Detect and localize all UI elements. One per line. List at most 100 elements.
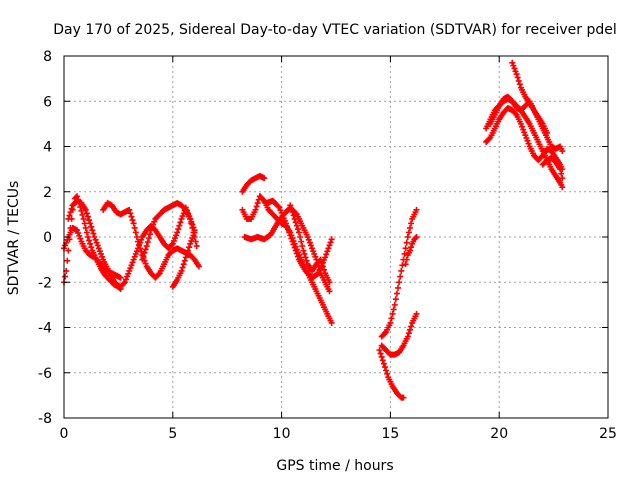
data-point — [75, 230, 82, 237]
data-point — [405, 330, 412, 337]
data-point — [145, 235, 152, 242]
data-point — [88, 223, 95, 230]
data-point — [181, 205, 188, 212]
data-point — [83, 210, 90, 217]
data-point — [406, 247, 413, 254]
data-point — [515, 77, 522, 84]
data-point — [86, 237, 93, 244]
data-point — [74, 227, 81, 234]
data-point — [188, 218, 195, 225]
data-point — [289, 238, 296, 245]
data-point — [81, 220, 88, 227]
data-point — [304, 234, 311, 240]
data-point — [325, 245, 332, 252]
data-point — [84, 234, 91, 240]
data-point — [292, 247, 299, 254]
data-point — [76, 232, 83, 239]
data-point — [93, 239, 100, 246]
data-point — [174, 229, 181, 236]
data-point — [317, 256, 324, 263]
data-point — [293, 222, 300, 229]
ticks: 0 5 10 15 20 25 -8 -6 -4 -2 0 2 4 6 8 — [38, 49, 617, 442]
data-point — [384, 370, 391, 377]
data-point — [523, 135, 530, 142]
data-point — [186, 244, 193, 251]
data-point — [87, 220, 94, 227]
x-tick-label: 25 — [599, 426, 617, 442]
series-arc-19 — [487, 93, 566, 155]
data-point — [129, 259, 136, 266]
data-point — [94, 242, 101, 249]
data-point — [77, 235, 84, 242]
data-point — [181, 257, 188, 264]
data-point — [296, 229, 303, 236]
data-point — [510, 62, 517, 69]
data-point — [146, 231, 153, 238]
y-tick-label: 2 — [43, 185, 52, 201]
data-point — [149, 224, 156, 231]
data-point — [179, 213, 186, 220]
data-point — [524, 137, 531, 144]
data-point — [393, 290, 400, 297]
data-point — [65, 247, 72, 254]
chart-title: Day 170 of 2025, Sidereal Day-to-day VTE… — [53, 22, 617, 38]
data-point — [291, 215, 298, 222]
data-point — [321, 266, 328, 273]
data-point — [132, 250, 139, 257]
data-point — [301, 250, 308, 257]
data-point — [307, 242, 314, 249]
data-point — [183, 250, 190, 257]
data-point — [65, 215, 72, 222]
y-tick-label: -4 — [38, 321, 52, 337]
data-point — [126, 206, 133, 213]
data-point — [89, 227, 96, 234]
data-point — [82, 206, 89, 213]
data-point — [377, 350, 384, 357]
data-point — [189, 235, 196, 242]
data-point — [120, 280, 127, 287]
data-point — [142, 246, 149, 253]
y-tick-label: 6 — [43, 94, 52, 110]
data-point — [66, 212, 73, 219]
data-point — [402, 261, 409, 268]
data-point — [376, 347, 383, 354]
data-point — [559, 148, 566, 155]
data-point — [327, 239, 334, 246]
data-point — [557, 166, 564, 173]
data-point — [180, 261, 187, 268]
data-point — [134, 238, 141, 245]
data-point — [390, 306, 397, 313]
data-point — [324, 248, 331, 255]
data-point — [284, 223, 291, 230]
data-point — [559, 175, 566, 182]
data-point — [312, 253, 319, 260]
data-point — [298, 238, 305, 245]
data-point — [517, 120, 524, 127]
data-point — [297, 234, 304, 240]
data-point — [253, 203, 260, 210]
data-point — [403, 239, 410, 246]
data-point — [125, 270, 132, 277]
data-point — [406, 224, 413, 231]
data-point — [123, 276, 130, 283]
series-arc-10 — [256, 193, 335, 281]
data-point — [282, 220, 289, 227]
data-point — [187, 215, 194, 222]
data-point — [288, 205, 295, 212]
data-point — [67, 209, 74, 216]
data-point — [275, 203, 282, 210]
x-axis-label: GPS time / hours — [276, 458, 393, 474]
data-point — [128, 262, 135, 269]
data-point — [326, 279, 333, 286]
data-point — [405, 229, 412, 236]
data-point — [168, 241, 175, 248]
data-point — [513, 71, 520, 78]
data-point — [171, 235, 178, 242]
data-point — [86, 217, 93, 224]
data-point — [96, 248, 103, 255]
data-point — [136, 241, 143, 248]
data-point — [521, 129, 528, 136]
data-point — [170, 237, 177, 244]
data-point — [121, 279, 128, 286]
data-point — [328, 319, 335, 326]
